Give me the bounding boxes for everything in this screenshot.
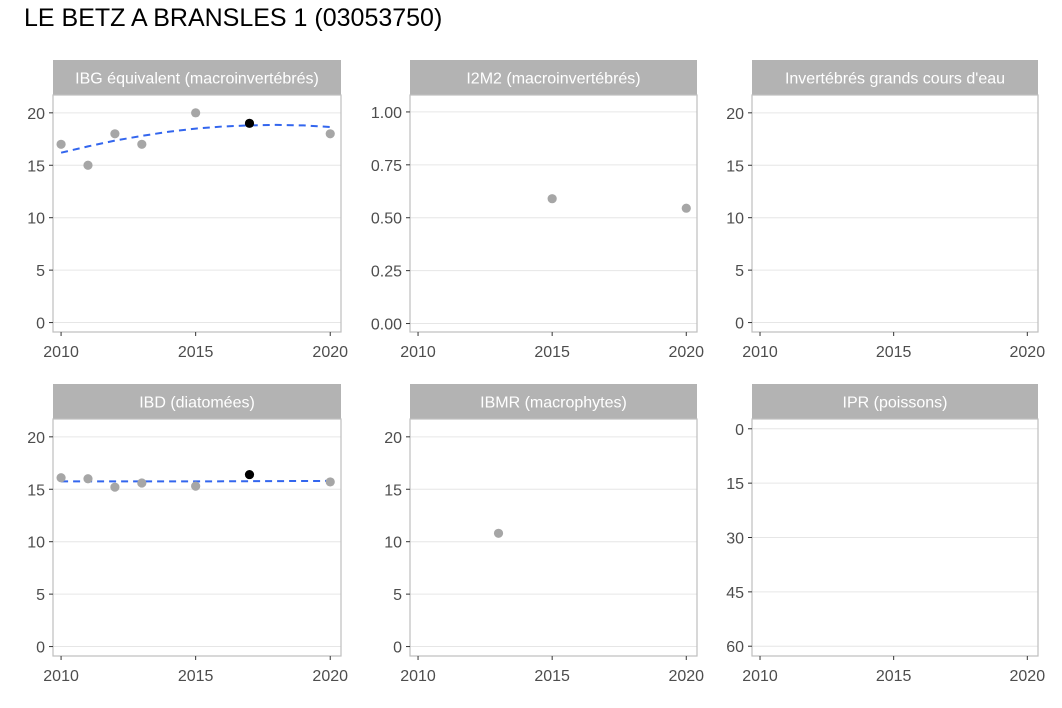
facet-title: IBG équivalent (macroinvertébrés) [75, 71, 319, 88]
facet-strip [53, 384, 341, 419]
x-tick-label: 2010 [742, 668, 778, 685]
x-tick-label: 2015 [178, 344, 214, 361]
panel-border [52, 94, 342, 333]
y-tick-label: 60 [726, 639, 744, 656]
facet-title: IPR (poissons) [843, 395, 948, 412]
facet-title: IBMR (macrophytes) [480, 395, 627, 412]
data-point-highlight [244, 469, 255, 480]
y-tick-label: 0 [735, 316, 744, 333]
x-tick-label: 2015 [534, 668, 570, 685]
y-tick-label: 15 [384, 482, 402, 499]
panel-border [751, 94, 1039, 333]
x-tick-label: 2015 [178, 668, 214, 685]
y-tick-label: 1.00 [371, 105, 402, 122]
x-tick-label: 2020 [312, 344, 348, 361]
y-tick-label: 5 [36, 263, 45, 280]
x-tick-label: 2010 [43, 668, 79, 685]
facet-panel-1: IBG équivalent (macroinvertébrés) 0 5 10 15 2… [27, 60, 348, 361]
x-tick-label: 2020 [668, 344, 704, 361]
x-tick-label: 2015 [876, 668, 912, 685]
x-tick-label: 2020 [1010, 668, 1046, 685]
facet-strip [752, 384, 1038, 419]
y-tick-label: 15 [27, 482, 45, 499]
y-tick-label: 0 [36, 316, 45, 333]
x-tick-label: 2015 [876, 344, 912, 361]
data-point [191, 481, 201, 491]
x-tick-label: 2010 [742, 344, 778, 361]
data-point [493, 528, 504, 538]
panel-border [52, 418, 342, 657]
y-tick-label: 0 [393, 640, 402, 657]
y-tick-label: 10 [726, 211, 744, 228]
y-tick-label: 10 [384, 535, 402, 552]
facet-strip [410, 384, 697, 419]
x-tick-label: 2020 [1010, 344, 1046, 361]
y-tick-label: 20 [27, 430, 45, 447]
facet-title: Invertébrés grands cours d'eau [785, 71, 1005, 88]
panel-border [409, 94, 698, 333]
data-point [83, 474, 93, 484]
y-tick-label: 30 [726, 531, 744, 548]
data-point-highlight [244, 118, 255, 128]
y-tick-label: 15 [726, 158, 744, 175]
x-tick-label: 2010 [43, 344, 79, 361]
x-tick-label: 2020 [312, 668, 348, 685]
facet-title: IBD (diatomées) [139, 395, 255, 412]
y-tick-label: 45 [726, 585, 744, 602]
y-tick-label: 0.00 [371, 317, 402, 334]
facet-title: I2M2 (macroinvertébrés) [466, 71, 640, 88]
y-tick-label: 15 [27, 158, 45, 175]
data-point [137, 478, 147, 488]
y-tick-label: 0.50 [371, 211, 402, 228]
data-point [547, 194, 557, 204]
y-tick-label: 0.75 [371, 158, 402, 175]
data-point [56, 139, 66, 149]
data-point [110, 482, 120, 492]
page-title: LE BETZ A BRANSLES 1 (03053750) [24, 4, 443, 32]
data-point [56, 473, 66, 483]
y-tick-label: 20 [726, 106, 744, 123]
y-tick-label: 5 [36, 587, 45, 604]
x-tick-label: 2010 [400, 344, 436, 361]
data-point [191, 108, 201, 118]
data-point [137, 139, 147, 149]
y-tick-label: 10 [27, 535, 45, 552]
data-point [681, 203, 691, 213]
y-tick-label: 0.25 [371, 264, 402, 281]
facet-strip [752, 60, 1038, 95]
y-tick-label: 0 [735, 422, 744, 439]
panel-border [409, 418, 698, 657]
facet-strip [53, 60, 341, 95]
y-tick-label: 10 [27, 211, 45, 228]
data-point [325, 129, 335, 139]
facet-panel-2: I2M2 (macroinvertébrés) 0.00 0.25 0.50 0.75 1… [371, 60, 704, 361]
trend-line [60, 123, 331, 154]
data-point [110, 129, 120, 139]
y-tick-label: 20 [384, 430, 402, 447]
data-point [325, 477, 335, 487]
y-tick-label: 5 [393, 587, 402, 604]
x-tick-label: 2010 [400, 668, 436, 685]
facet-panel-3: Invertébrés grands cours d'eau0510152020… [726, 60, 1045, 361]
x-tick-label: 2020 [668, 668, 704, 685]
y-tick-label: 15 [726, 476, 744, 493]
facet-panel-5: IBMR (macrophytes) 0 5 10 15 20 2010 2015 2020 [384, 384, 704, 685]
facet-panel-6: IPR (poissons) 0 15 30 45 60 2010 2015 2020 [726, 384, 1045, 685]
y-tick-label: 0 [36, 640, 45, 657]
trend-line [61, 479, 331, 483]
y-tick-label: 20 [27, 106, 45, 123]
facet-strip [410, 60, 697, 95]
facet-panel-4: IBD (diatomées) 0 5 10 15 20 2010 2015 2020 [27, 384, 348, 685]
x-tick-label: 2015 [534, 344, 570, 361]
y-tick-label: 5 [735, 263, 744, 280]
data-point [83, 160, 93, 170]
